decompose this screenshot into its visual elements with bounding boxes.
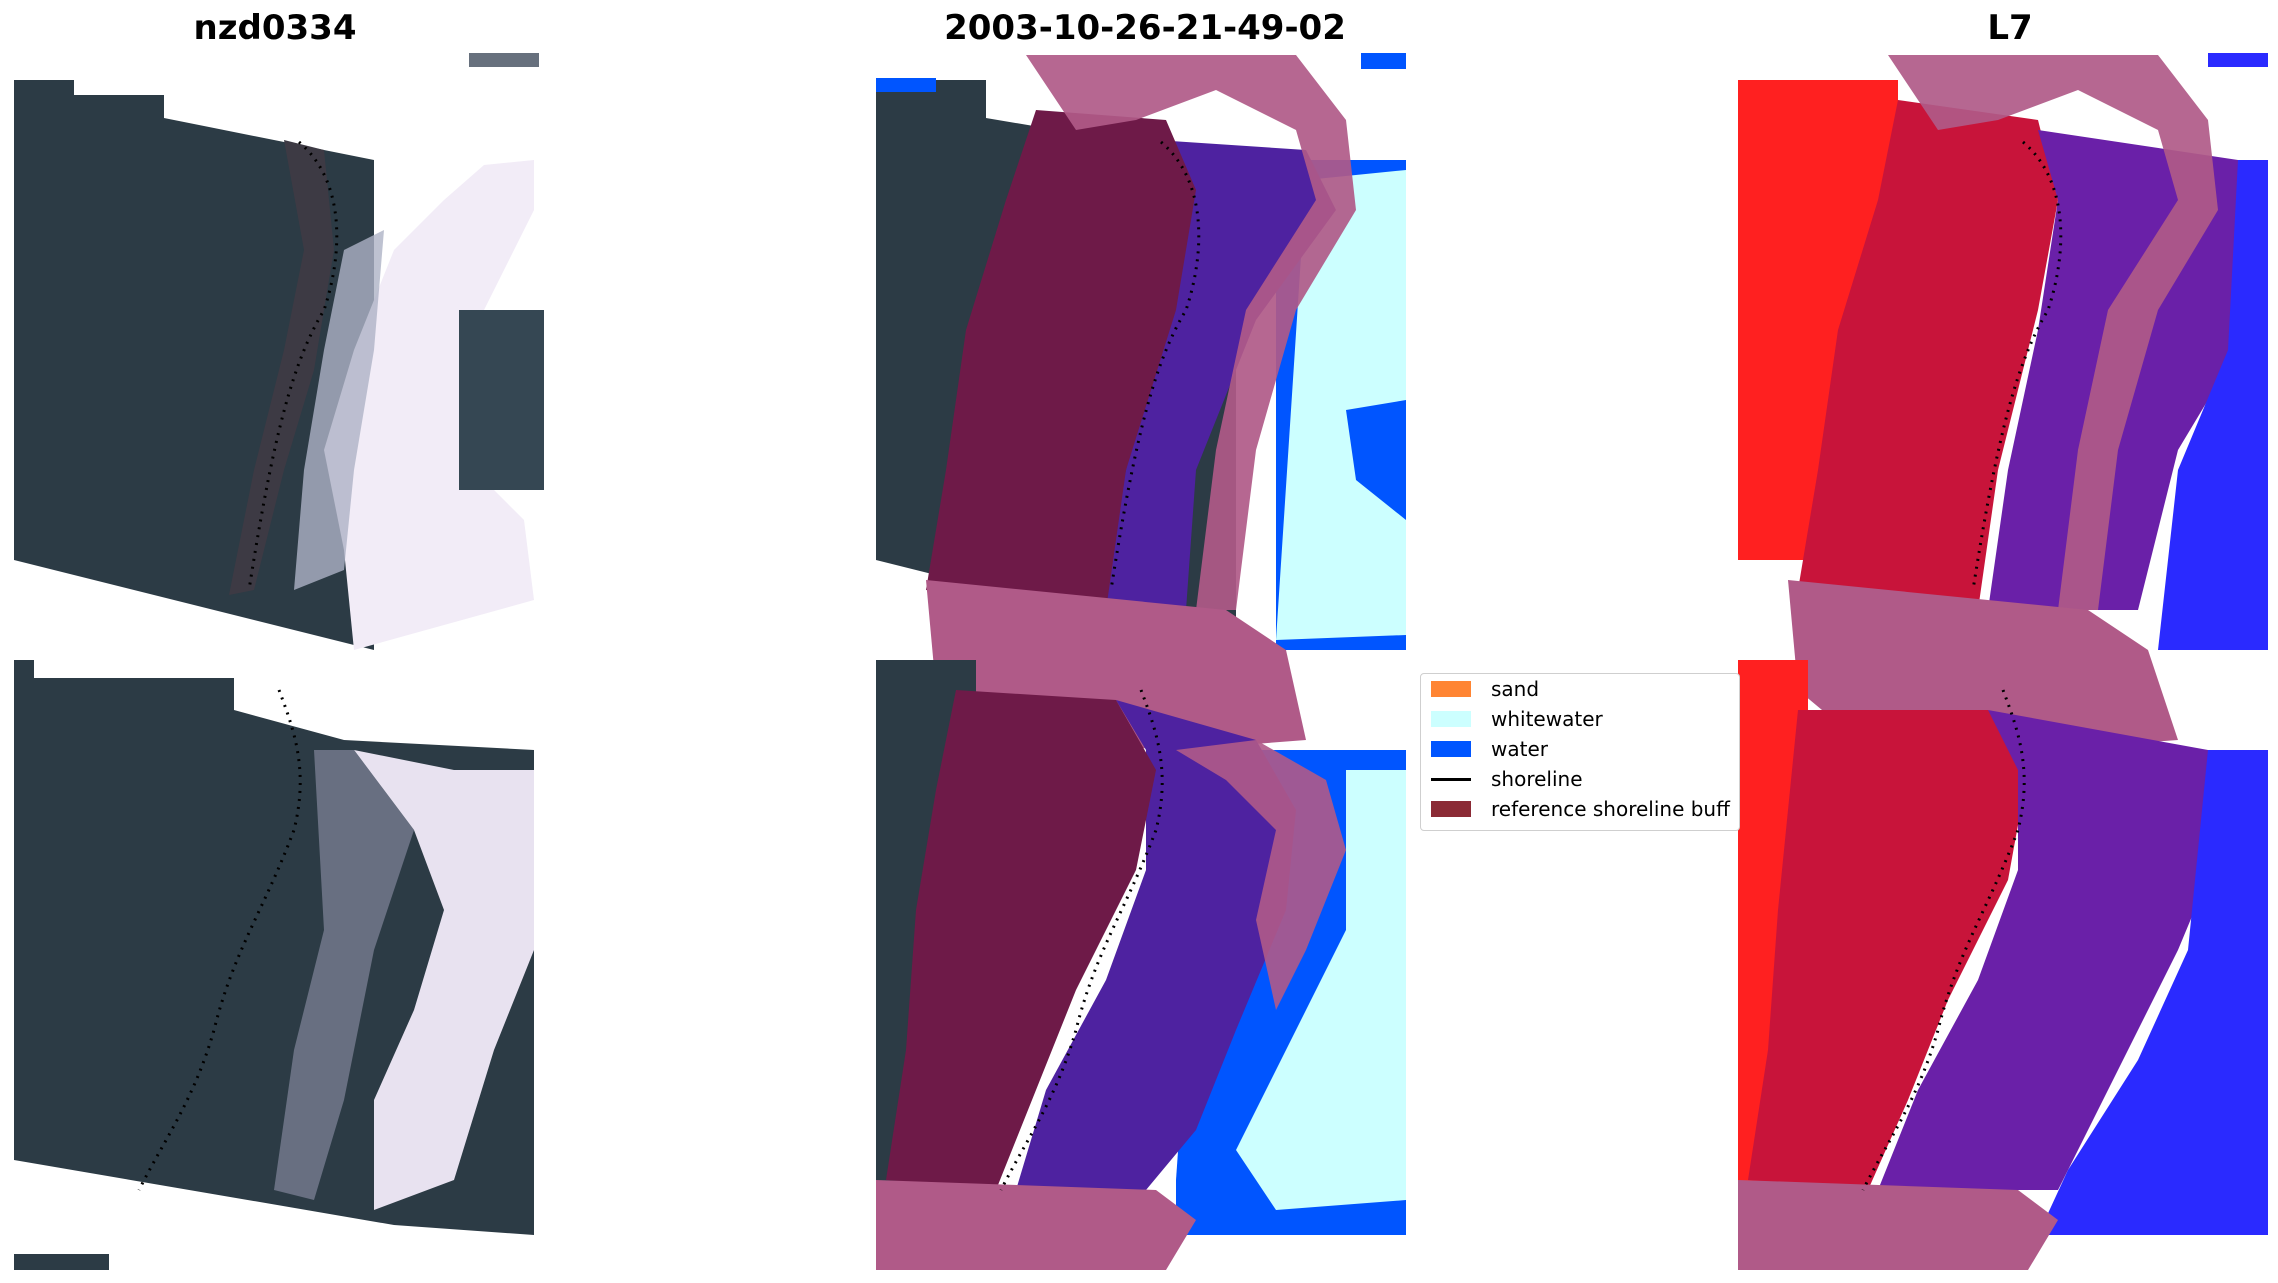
index-image <box>1738 53 2268 1270</box>
panel-title-rgb: nzd0334 <box>193 8 357 48</box>
buffer-overlay-top <box>1888 55 2218 610</box>
legend: sand whitewater water shoreline referenc… <box>1420 673 1740 831</box>
buffer-overlay-middle <box>1788 580 2178 750</box>
legend-item-whitewater: whitewater <box>1431 704 1603 734</box>
rgb-image-panel <box>14 50 544 1275</box>
legend-item-sand: sand <box>1431 674 1539 704</box>
legend-label-whitewater: whitewater <box>1491 707 1603 731</box>
reference-buffer-swatch <box>1431 801 1471 817</box>
buffer-overlay-notch <box>1176 740 1346 1010</box>
water-blue-top <box>2158 160 2268 650</box>
land-area-top <box>14 80 374 650</box>
legend-item-water: water <box>1431 734 1548 764</box>
legend-label-sand: sand <box>1491 677 1540 701</box>
surf-haze-top <box>294 230 384 590</box>
water-corner-top <box>2208 53 2268 67</box>
beach-band-top <box>229 140 334 595</box>
buffer-overlay-bottom <box>876 1180 1196 1270</box>
buffer-overlay-top <box>1026 55 1356 610</box>
sand-swatch <box>1431 681 1471 697</box>
edge-strip-top <box>469 53 539 67</box>
whitewater-region-bottom <box>1236 770 1406 1210</box>
whitewater-swatch <box>1431 711 1471 727</box>
water-strip-top <box>876 78 936 92</box>
surf-zone-top <box>324 160 534 650</box>
buffer-dark-top <box>926 110 1196 610</box>
water-swatch <box>1431 741 1471 757</box>
legend-item-shoreline: shoreline <box>1431 764 1583 794</box>
legend-label-reference-buffer: reference shoreline buff <box>1491 797 1730 821</box>
buffer-dark-bottom <box>886 690 1156 1190</box>
water-corner-top <box>1361 53 1406 69</box>
index-panel <box>1738 50 2268 1275</box>
classified-image <box>876 53 1406 1270</box>
rgb-image <box>14 53 544 1270</box>
legend-item-reference-buffer: reference shoreline buff <box>1431 794 1730 824</box>
sea-class-bottom <box>1016 700 1296 1190</box>
legend-label-shoreline: shoreline <box>1491 767 1583 791</box>
surf-zone-bottom <box>354 750 534 1210</box>
surf-haze-bottom <box>274 750 414 1200</box>
land-crimson-bottom <box>1748 710 2028 1190</box>
classification-panel <box>876 50 1406 1275</box>
buffer-overlay-bottom <box>1738 1180 2058 1270</box>
panel-title-date: 2003-10-26-21-49-02 <box>944 8 1346 48</box>
land-crimson-top <box>1798 100 2058 610</box>
edge-strip-bottom <box>14 1254 109 1270</box>
panel-title-satellite: L7 <box>1987 8 2033 48</box>
sea-purple-bottom <box>1878 710 2228 1190</box>
shoreline-line-swatch <box>1431 777 1471 781</box>
legend-label-water: water <box>1491 737 1548 761</box>
sea-patch-top <box>459 310 544 490</box>
water-blue-bottom <box>2038 750 2268 1235</box>
